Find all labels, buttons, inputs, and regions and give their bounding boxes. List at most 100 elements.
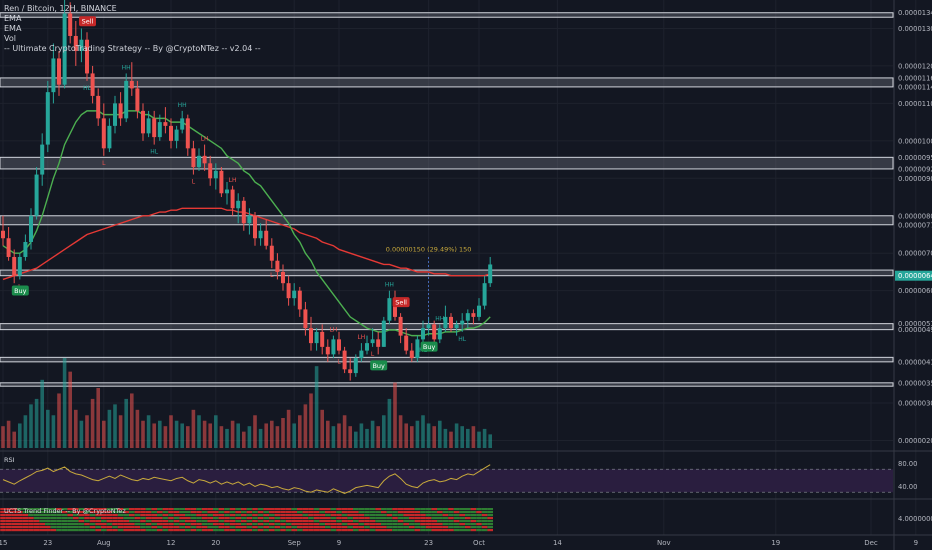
- trend-finder-cell: [95, 511, 101, 514]
- volume-bar: [398, 415, 403, 448]
- price-tick-label: 0.00000512: [898, 320, 932, 328]
- trend-finder-cell: [470, 514, 477, 517]
- trend-finder-cell: [45, 526, 51, 529]
- volume-bar: [404, 423, 408, 448]
- trend-finder-cell: [140, 514, 146, 517]
- legend-vol[interactable]: Vol: [4, 34, 16, 43]
- trend-finder-cell: [213, 514, 219, 517]
- trend-finder-cell: [409, 511, 415, 514]
- volume-bar: [471, 426, 476, 448]
- price-tick-label: 0.00001300: [898, 25, 932, 33]
- trend-finder-cell: [134, 523, 141, 526]
- legend-ema-2[interactable]: EMA: [4, 24, 22, 33]
- trend-finder-cell: [476, 526, 482, 529]
- candle-body: [185, 118, 190, 149]
- volume-bar: [40, 379, 44, 448]
- trend-finder-cell: [313, 517, 320, 520]
- trend-finder-cell: [470, 523, 477, 526]
- trend-finder-cell: [67, 514, 73, 517]
- trend-finder-cell: [476, 529, 482, 532]
- trend-finder-tick-label: 4.00000000: [898, 515, 932, 523]
- trend-finder-cell: [341, 517, 348, 520]
- trend-finder-cell: [252, 514, 258, 517]
- trend-finder-cell: [61, 526, 68, 529]
- candle-body: [460, 320, 465, 325]
- trend-finder-cell: [386, 526, 393, 529]
- trend-finder-cell: [297, 517, 303, 520]
- trend-finder-cell: [112, 508, 118, 511]
- time-tick-label: Dec: [864, 539, 878, 547]
- trend-finder-cell: [392, 514, 398, 517]
- trend-finder-cell: [375, 520, 381, 523]
- trend-finder-cell: [465, 529, 471, 532]
- trend-finder-cell: [425, 517, 432, 520]
- symbol-title[interactable]: Ren / Bitcoin, 12H, BINANCE: [4, 4, 117, 13]
- trend-finder-cell: [274, 520, 281, 523]
- trend-finder-cell: [381, 526, 387, 529]
- candle-body: [409, 350, 414, 359]
- trend-finder-cell: [330, 508, 337, 511]
- trend-finder-cell: [33, 523, 40, 526]
- trend-finder-cell: [73, 508, 79, 511]
- volume-bar: [421, 415, 425, 448]
- candle-body: [225, 189, 229, 194]
- trend-finder-cell: [280, 523, 286, 526]
- candle-body: [297, 290, 302, 310]
- price-tick-label: 0.00000354: [898, 379, 932, 387]
- trend-finder-cell: [235, 517, 241, 520]
- trend-finder-cell: [409, 517, 415, 520]
- trend-finder-cell: [341, 526, 348, 529]
- trend-finder-cell: [101, 514, 107, 517]
- volume-bar: [18, 423, 22, 448]
- trend-finder-cell: [106, 517, 113, 520]
- trend-finder-cell: [201, 511, 208, 514]
- trend-finder-cell: [45, 511, 51, 514]
- trend-finder-cell: [229, 508, 236, 511]
- trend-finder-cell: [285, 514, 292, 517]
- trend-finder-cell: [358, 529, 365, 532]
- trend-finder-cell: [386, 514, 393, 517]
- trend-finder-cell: [117, 529, 124, 532]
- trend-finder-cell: [403, 529, 409, 532]
- trend-finder-cell: [297, 526, 303, 529]
- trend-finder-cell: [123, 508, 129, 511]
- candle-body: [29, 215, 33, 242]
- trend-finder-cell: [257, 517, 264, 520]
- trend-finder-cell: [336, 529, 342, 532]
- trend-finder-cell: [375, 523, 381, 526]
- volume-bar: [281, 418, 285, 448]
- trend-finder-cell: [308, 529, 314, 532]
- volume-bar: [443, 428, 448, 448]
- trend-finder-cell: [229, 529, 236, 532]
- trend-finder-cell: [218, 526, 225, 529]
- trend-finder-cell: [459, 514, 465, 517]
- trend-finder-cell: [325, 511, 331, 514]
- trend-finder-cell: [246, 520, 253, 523]
- legend-ema-1[interactable]: EMA: [4, 14, 22, 23]
- volume-bar: [230, 420, 235, 448]
- trend-finder-cell: [0, 526, 6, 529]
- buy-signal-label: Buy: [372, 362, 385, 370]
- trend-finder-cell: [17, 529, 23, 532]
- volume-bar: [376, 426, 380, 448]
- time-tick-label: 15: [0, 539, 7, 547]
- trend-finder-cell: [78, 520, 85, 523]
- volume-bar: [393, 382, 397, 448]
- trend-finder-cell: [269, 508, 275, 511]
- trend-finder-cell: [11, 529, 17, 532]
- trend-finder-cell: [11, 511, 17, 514]
- volume-bar: [107, 409, 112, 448]
- trend-finder-cell: [459, 517, 465, 520]
- trend-finder-cell: [420, 526, 426, 529]
- legend-strategy[interactable]: -- Ultimate CryptoTrading Strategy -- By…: [4, 44, 261, 53]
- trend-finder-cell: [487, 517, 493, 520]
- price-tick-label: 0.00001200: [898, 62, 932, 70]
- volume-bar: [477, 431, 481, 448]
- trend-finder-cell: [101, 508, 107, 511]
- candle-body: [17, 256, 22, 276]
- trend-finder-cell: [50, 520, 57, 523]
- candle-body: [258, 230, 263, 239]
- candle-body: [174, 129, 179, 141]
- trend-finder-cell: [207, 529, 213, 532]
